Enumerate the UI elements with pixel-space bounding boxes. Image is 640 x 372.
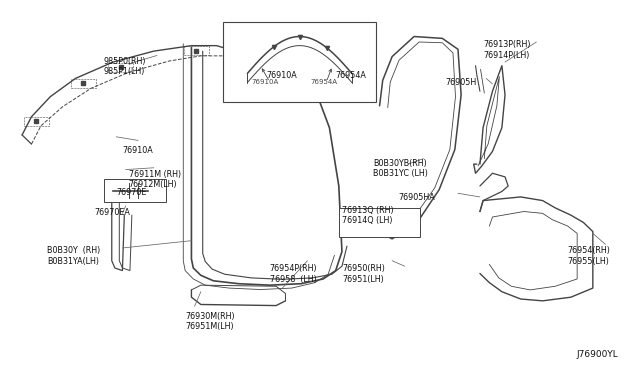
Text: 76905H: 76905H [445,78,477,87]
Text: B0B30Y  (RH)
B0B31YA(LH): B0B30Y (RH) B0B31YA(LH) [47,246,100,266]
Bar [24,117,49,126]
Text: 76970E: 76970E [116,188,147,197]
Bar [339,208,420,237]
Text: 76905HA: 76905HA [398,193,435,202]
Text: B0B30YB(RH)
B0B31YC (LH): B0B30YB(RH) B0B31YC (LH) [373,159,428,178]
Bar [184,46,209,55]
Text: 76954(RH)
76955(LH): 76954(RH) 76955(LH) [568,246,611,266]
Text: 76913P(RH)
76914P(LH): 76913P(RH) 76914P(LH) [483,40,531,60]
Text: 76913Q (RH)
76914Q (LH): 76913Q (RH) 76914Q (LH) [342,206,394,225]
Text: 76950(RH)
76951(LH): 76950(RH) 76951(LH) [342,264,385,284]
Bar [104,179,166,202]
Text: 76970EA: 76970EA [94,208,130,217]
Text: 76910A: 76910A [251,79,278,85]
Bar [223,22,376,102]
Text: 76911M (RH)
76912M(LH): 76911M (RH) 76912M(LH) [129,170,181,189]
Text: 985P0(RH)
985P1(LH): 985P0(RH) 985P1(LH) [104,57,146,76]
Text: 76954A: 76954A [310,79,337,85]
Text: J76900YL: J76900YL [576,350,618,359]
Text: 76954P(RH)
76958  (LH): 76954P(RH) 76958 (LH) [270,264,317,284]
Text: 76954A: 76954A [336,71,367,80]
Text: 76910A: 76910A [267,71,298,80]
Text: 76930M(RH)
76951M(LH): 76930M(RH) 76951M(LH) [185,312,235,331]
Bar [108,62,133,72]
Text: 76910A: 76910A [122,146,153,155]
Bar [70,79,96,88]
